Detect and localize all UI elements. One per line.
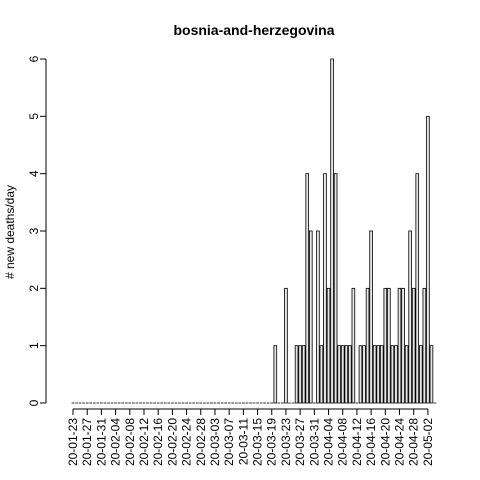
bar [284,287,288,404]
y-tick-label: 3 [27,227,41,234]
bar [390,345,395,404]
bar [415,173,420,404]
x-tick-label: 20-02-08 [123,418,137,466]
bar [411,287,416,404]
bar [351,287,356,404]
bar [319,345,324,404]
bar [337,345,341,404]
bar [348,345,352,404]
bar [358,345,363,404]
bar [323,173,327,404]
x-tick-label: 20-02-28 [194,418,208,466]
y-tick-label: 0 [27,399,41,406]
x-tick-label: 20-05-02 [421,418,435,466]
x-tick-label: 20-03-23 [279,418,293,466]
bar [305,173,310,404]
x-tick-label: 20-02-20 [165,418,179,466]
x-tick-label: 20-03-15 [251,418,265,466]
bar [369,230,373,404]
x-tick-label: 20-01-31 [94,418,108,466]
y-axis-label: # new deaths/day [3,185,17,279]
bar [273,345,278,404]
bar [408,230,412,404]
bars [71,58,437,404]
bar [344,345,349,404]
y-axis: 0 1 2 3 4 5 6 [27,55,47,406]
y-tick-label: 6 [27,55,41,62]
x-tick-label: 20-01-27 [80,418,94,466]
bar [379,345,384,404]
bar [365,287,370,404]
bar [301,345,306,404]
x-tick-label: 20-04-08 [336,418,350,466]
bar [333,173,338,404]
x-tick-label: 20-02-04 [109,418,123,466]
y-tick-label: 2 [27,285,41,292]
x-tick-label: 20-04-24 [393,418,407,466]
x-tick-label: 20-03-27 [293,418,307,466]
bar [404,345,409,404]
chart-title: bosnia-and-herzegovina [173,22,334,38]
bar [340,345,345,404]
bar [387,287,391,404]
bar [426,115,430,404]
x-tick-label: 20-02-16 [151,418,165,466]
bar [376,345,380,404]
bar [422,287,427,404]
bar [394,345,398,404]
bar [419,345,423,404]
y-tick-label: 1 [27,342,41,349]
y-tick-label: 5 [27,113,41,120]
x-tick-label: 20-03-19 [265,418,279,466]
bar [326,287,331,404]
x-tick-label: 20-01-23 [66,418,80,466]
bar [372,345,377,404]
bar [383,287,388,404]
y-tick-label: 4 [27,170,41,177]
bar [397,287,402,404]
bar [294,345,299,404]
bar [429,345,434,404]
bar [316,230,320,404]
bar [362,345,366,404]
x-tick-label: 20-03-31 [307,418,321,466]
x-tick-label: 20-04-04 [322,418,336,466]
bar [309,230,313,404]
bar [401,287,405,404]
x-tick-label: 20-04-16 [364,418,378,466]
bar [330,58,334,404]
x-tick-label: 20-04-28 [407,418,421,466]
x-tick-label: 20-04-12 [350,418,364,466]
x-tick-label: 20-03-03 [208,418,222,466]
x-tick-label: 20-02-24 [180,418,194,466]
x-axis: 20-01-23 20-01-27 20-01-31 20-02-04 20-02-08… [66,408,435,466]
x-tick-label: 20-02-12 [137,418,151,466]
x-tick-label: 20-04-20 [378,418,392,466]
x-tick-label: 20-03-11 [236,418,250,465]
bar [298,345,302,404]
x-tick-label: 20-03-07 [222,418,236,466]
